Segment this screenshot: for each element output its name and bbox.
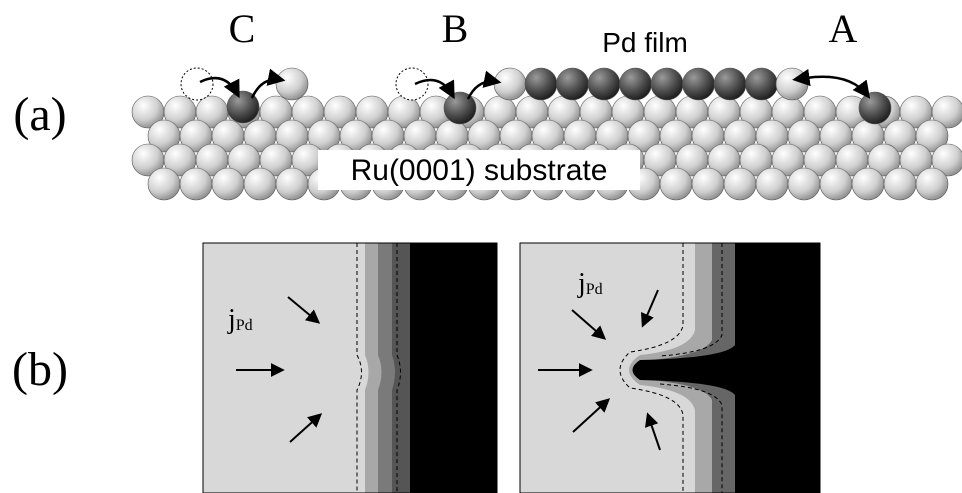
atom (755, 167, 789, 201)
substrate-label: Ru(0001) substrate (351, 154, 608, 187)
atom (883, 167, 917, 201)
atom (931, 143, 962, 177)
atom (650, 67, 684, 101)
atom (226, 90, 260, 124)
atom (556, 67, 589, 101)
simulation-left (202, 242, 498, 493)
atom (851, 167, 885, 201)
atom (659, 167, 693, 201)
atom (443, 91, 477, 125)
vacancy (180, 67, 214, 101)
atom (787, 167, 821, 201)
site-label: A (829, 6, 858, 51)
site-label: B (442, 6, 469, 51)
panel-label: (b) (12, 343, 68, 396)
atom (691, 167, 725, 201)
atom (858, 91, 892, 125)
flux-arrows (236, 289, 661, 451)
label-box (318, 150, 640, 190)
atom (682, 67, 715, 101)
atom (493, 67, 527, 101)
atom (619, 67, 652, 101)
atom (179, 167, 213, 201)
atom (745, 67, 778, 101)
atom (819, 167, 853, 201)
atom (524, 67, 558, 101)
atom (915, 167, 949, 201)
hop-arrows (199, 68, 871, 100)
simulation-right (519, 242, 821, 493)
atom (775, 67, 809, 101)
atom (243, 167, 277, 201)
atom (915, 119, 949, 153)
vacancy (395, 67, 429, 101)
atom (931, 95, 962, 129)
atom (147, 167, 181, 201)
flux-label: jPd (577, 268, 603, 299)
atom (723, 167, 757, 201)
site-label: C (229, 6, 256, 51)
atom (713, 67, 747, 101)
atom (275, 67, 309, 101)
atom (275, 167, 309, 201)
panel-label: (a) (13, 88, 66, 141)
atom (587, 67, 621, 101)
film-label: Pd film (602, 27, 688, 58)
flux-label: jPd (227, 304, 253, 335)
atom (211, 167, 245, 201)
